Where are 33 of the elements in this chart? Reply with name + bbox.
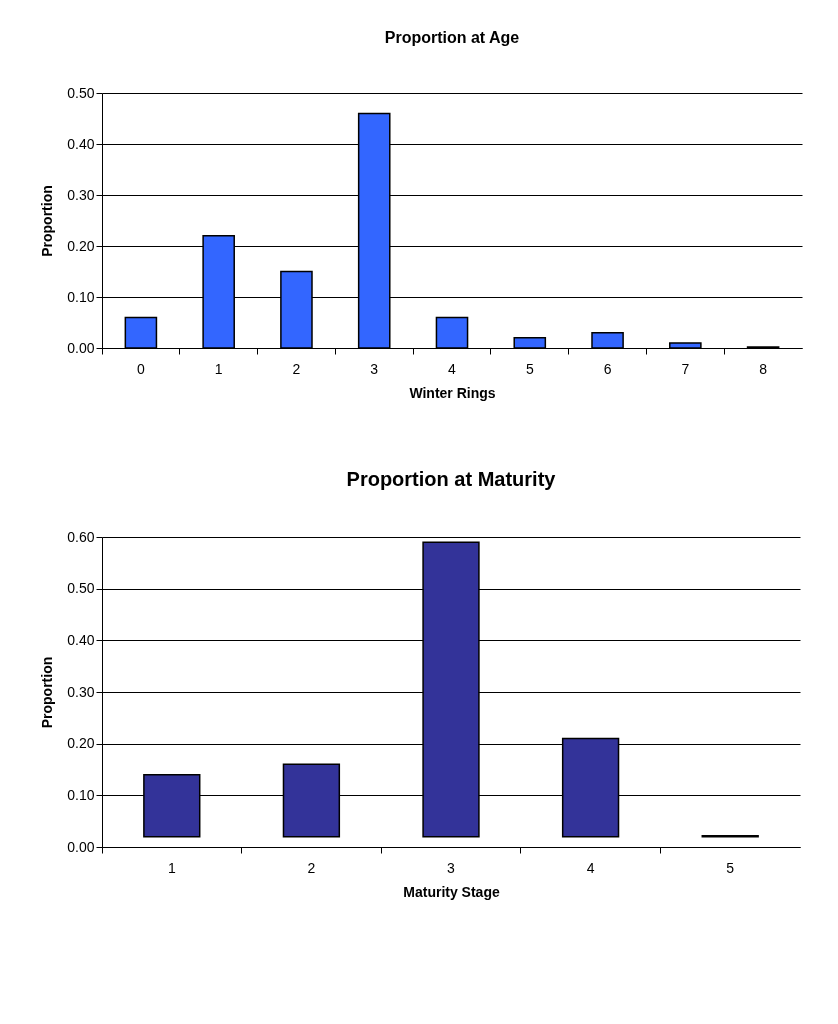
x-tick-label: 6	[603, 360, 612, 377]
x-tick-label: 2	[307, 859, 316, 876]
x-tick-label: 3	[447, 859, 456, 876]
y-axis-title: Proportion	[39, 656, 56, 729]
y-tick-label: 0.50	[67, 84, 95, 101]
x-tick-label: 7	[681, 360, 690, 377]
x-tick-label: 3	[370, 360, 379, 377]
y-tick-label: 0.10	[67, 786, 95, 803]
y-tick-label: 0.60	[67, 528, 95, 545]
x-tick-label: 0	[136, 360, 145, 377]
y-tick-label: 0.40	[67, 135, 95, 152]
x-tick-label: 5	[525, 360, 534, 377]
y-tick-label: 0.30	[67, 186, 95, 203]
x-tick-label: 2	[292, 360, 301, 377]
x-axis-title: Winter Rings	[409, 384, 496, 401]
x-axis-title: Maturity Stage	[403, 883, 500, 900]
x-tick-label: 1	[167, 859, 176, 876]
x-tick-label: 8	[759, 360, 768, 377]
y-tick-label: 0.20	[67, 735, 95, 752]
y-tick-label: 0.40	[67, 631, 95, 648]
y-tick-label: 0.20	[67, 237, 95, 254]
y-tick-label: 0.50	[67, 580, 95, 597]
chart-title: Proportion at Age	[384, 29, 520, 46]
y-tick-label: 0.00	[67, 838, 95, 855]
y-tick-label: 0.30	[67, 683, 95, 700]
x-tick-label: 4	[448, 360, 457, 377]
y-tick-label: 0.10	[67, 288, 95, 305]
x-tick-label: 4	[586, 859, 595, 876]
x-tick-label: 1	[214, 360, 223, 377]
y-axis-title: Proportion	[39, 185, 56, 257]
y-tick-label: 0.00	[67, 339, 95, 356]
chart-title: Proportion at Maturity	[346, 468, 557, 490]
x-tick-label: 5	[726, 859, 735, 876]
